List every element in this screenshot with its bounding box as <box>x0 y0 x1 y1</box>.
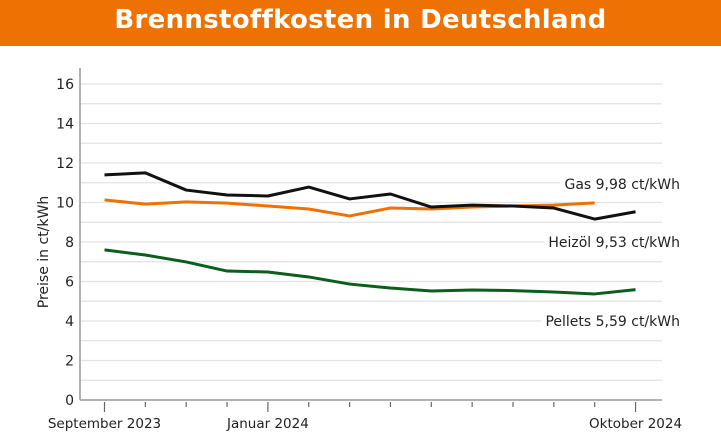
y-tick-label: 6 <box>65 275 74 291</box>
y-tick-label: 0 <box>65 393 74 409</box>
y-tick-label: 14 <box>56 117 74 133</box>
y-tick-label: 12 <box>56 156 74 172</box>
series-label-background <box>560 176 684 194</box>
x-tick-label: Januar 2024 <box>226 416 309 432</box>
y-tick-label: 4 <box>65 314 74 330</box>
series-label-gas: Gas 9,98 ct/kWh <box>564 177 680 193</box>
y-tick-label: 16 <box>56 77 74 93</box>
chart-title: Brennstoffkosten in Deutschland <box>0 0 721 46</box>
y-tick-label: 8 <box>65 235 74 251</box>
series-label-background <box>541 313 684 331</box>
y-axis-label: Preise in ct/kWh <box>36 196 52 308</box>
series-label-pellets: Pellets 5,59 ct/kWh <box>545 314 680 330</box>
series-line-pellets <box>104 248 636 296</box>
series-label-background <box>544 234 684 252</box>
y-tick-label: 10 <box>56 196 74 212</box>
series-label-heizöl: Heizöl 9,53 ct/kWh <box>548 235 680 251</box>
series-line-heizöl <box>104 171 636 221</box>
x-tick-label: Oktober 2024 <box>589 416 682 432</box>
y-tick-label: 2 <box>65 354 74 370</box>
x-tick-label: September 2023 <box>48 416 161 432</box>
